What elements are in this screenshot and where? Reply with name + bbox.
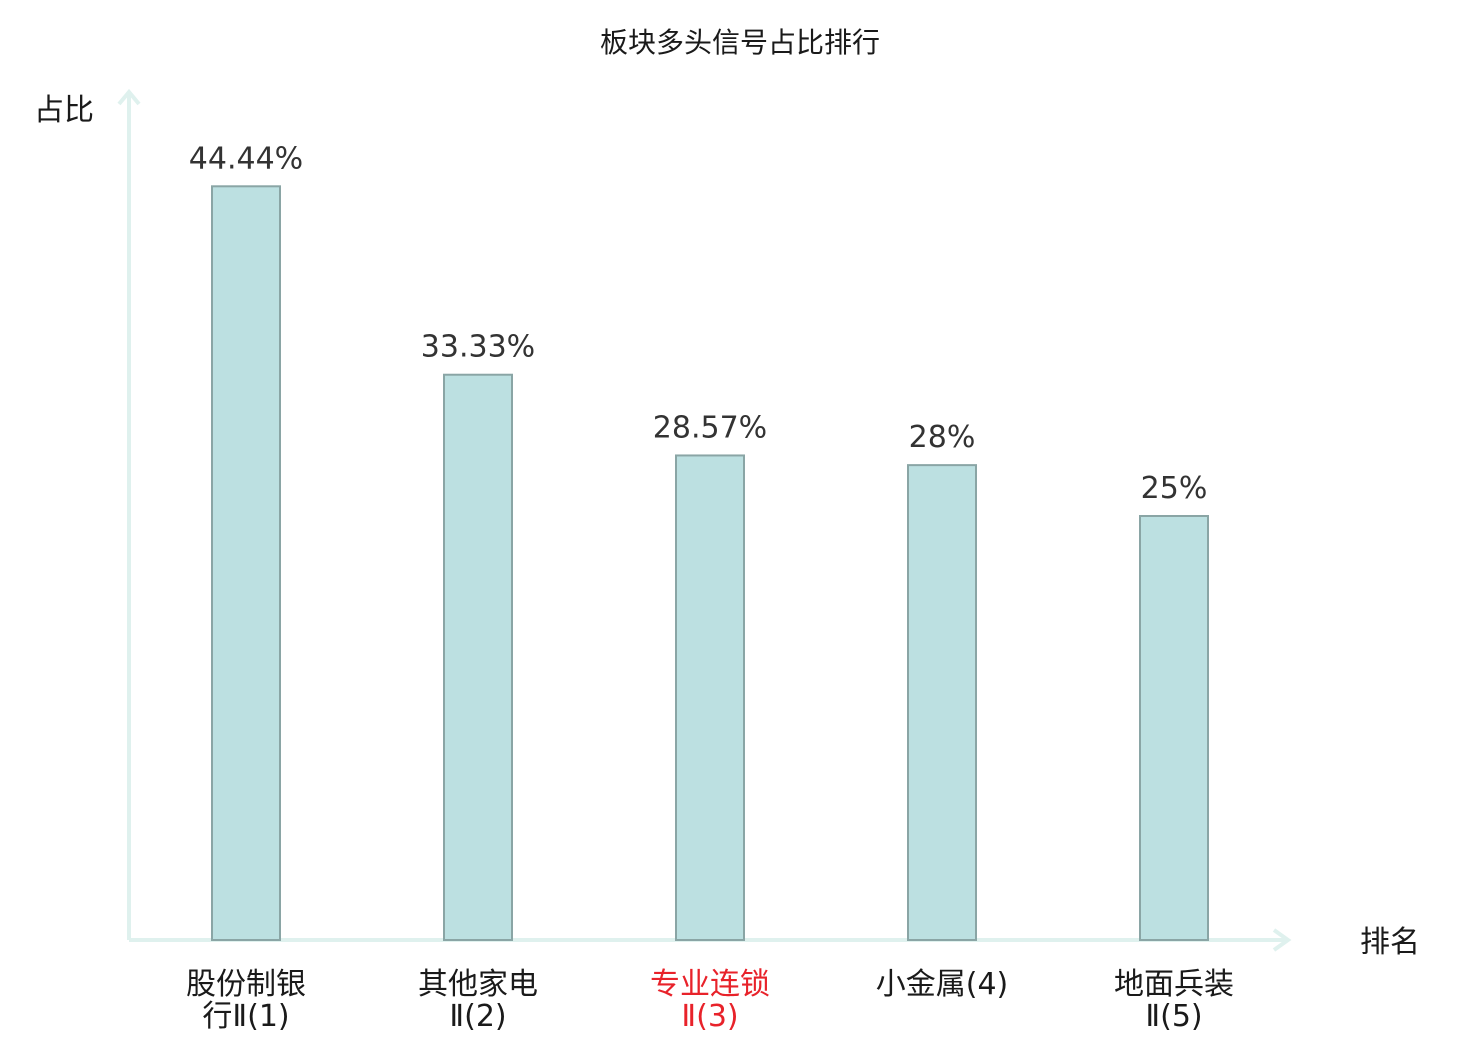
y-axis-label: 占比 [34,93,94,128]
bar-value-label: 28% [909,420,976,455]
bar-value-label: 33.33% [421,330,535,365]
value-labels-group: 44.44% 33.33% 28.57% 28% 25% [189,141,1208,506]
bar-value-label: 28.57% [653,410,767,445]
x-axis-arrow [1272,928,1292,952]
x-tick-label: Ⅱ(5) [1145,999,1202,1034]
bar-value-label: 44.44% [189,141,303,176]
x-tick-label: Ⅱ(3) [681,999,738,1034]
x-tick-label: 股份制银 [186,967,306,1002]
y-axis-arrow [117,88,141,106]
x-tick-label: 小金属(4) [876,967,1009,1002]
bar-value-label: 25% [1141,471,1208,506]
bar [1139,515,1209,941]
bar [907,464,977,941]
x-tick-label: 行Ⅱ(1) [202,999,289,1034]
bar [443,373,513,941]
x-tick-label: Ⅱ(2) [449,999,506,1034]
x-tick-label: 专业连锁 [650,967,770,1002]
bars-group [211,185,1209,941]
x-tick-label: 其他家电 [418,967,538,1002]
bar [211,185,281,941]
x-tick-label: 地面兵装 [1114,967,1234,1002]
bar [675,454,745,941]
x-axis-label: 排名 [1360,925,1420,960]
chart-title: 板块多头信号占比排行 [600,26,880,59]
